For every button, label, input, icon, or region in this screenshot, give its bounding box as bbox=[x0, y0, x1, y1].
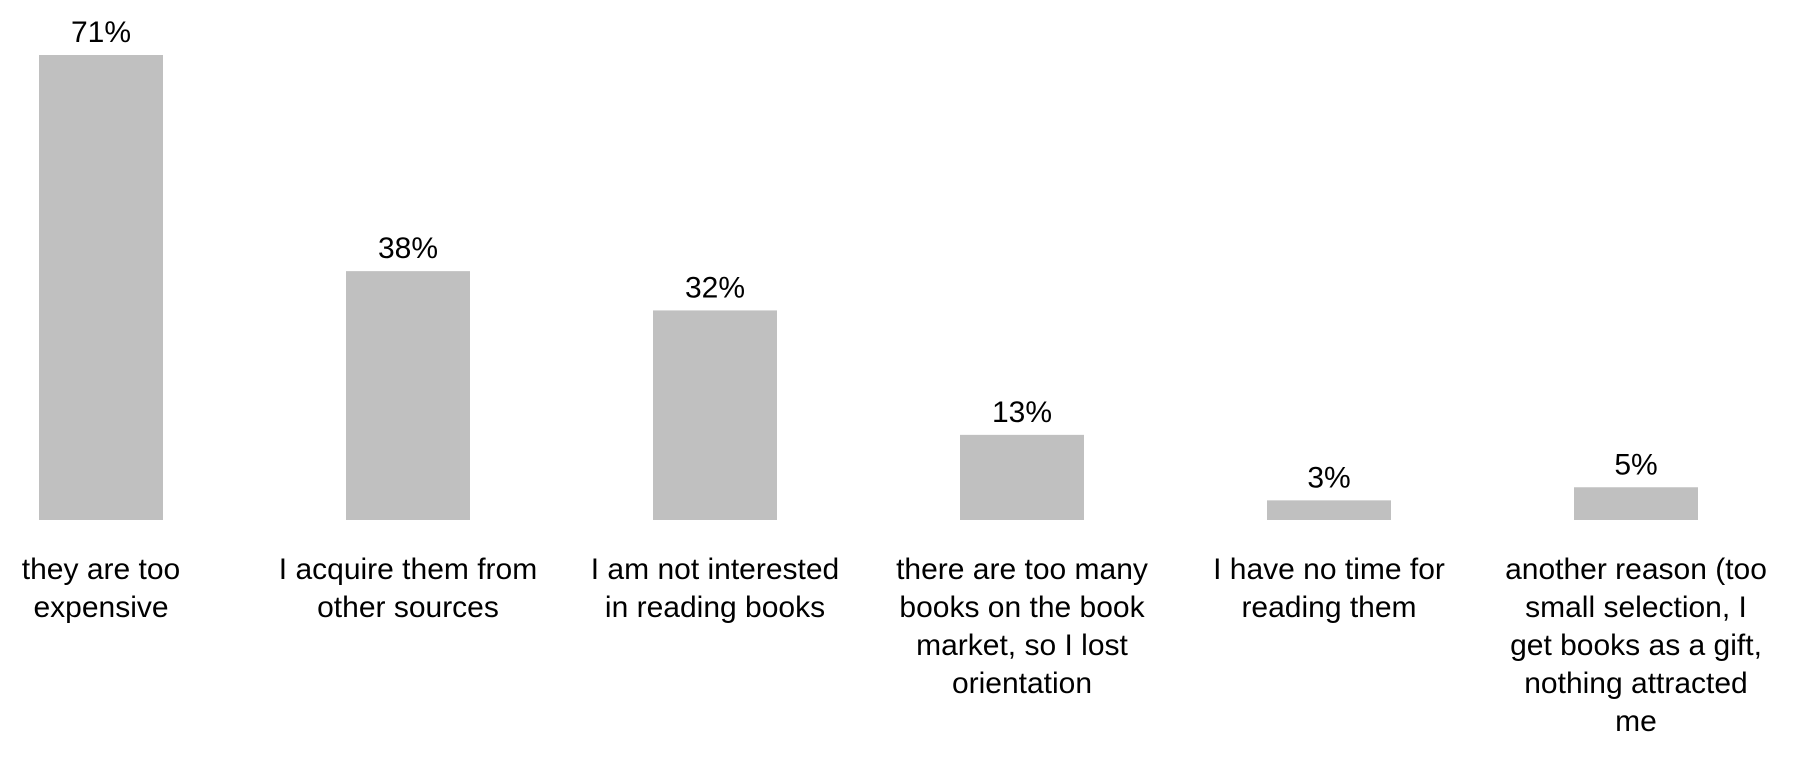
x-tick-label-3: there are too many books on the book mar… bbox=[896, 553, 1148, 700]
data-label-1: 38% bbox=[378, 232, 438, 265]
bar-5 bbox=[1574, 487, 1698, 520]
x-tick-label-1: I acquire them from other sources bbox=[278, 553, 538, 624]
data-label-4: 3% bbox=[1307, 461, 1350, 494]
x-tick-label-2: I am not interested in reading books bbox=[590, 553, 840, 624]
bar-4 bbox=[1267, 500, 1391, 520]
data-label-3: 13% bbox=[992, 396, 1052, 429]
x-tick-label-4: I have no time for reading them bbox=[1213, 553, 1445, 624]
bar-3 bbox=[960, 434, 1084, 520]
data-label-2: 32% bbox=[685, 271, 745, 304]
data-label-0: 71% bbox=[71, 16, 131, 49]
data-label-5: 5% bbox=[1614, 448, 1657, 481]
x-tick-label-0: they are too expensive bbox=[21, 553, 181, 624]
x-tick-label-5: another reason (too small selection, I g… bbox=[1505, 553, 1767, 738]
bar-1 bbox=[346, 271, 470, 520]
bar-0 bbox=[39, 55, 163, 520]
bar-2 bbox=[653, 310, 777, 520]
